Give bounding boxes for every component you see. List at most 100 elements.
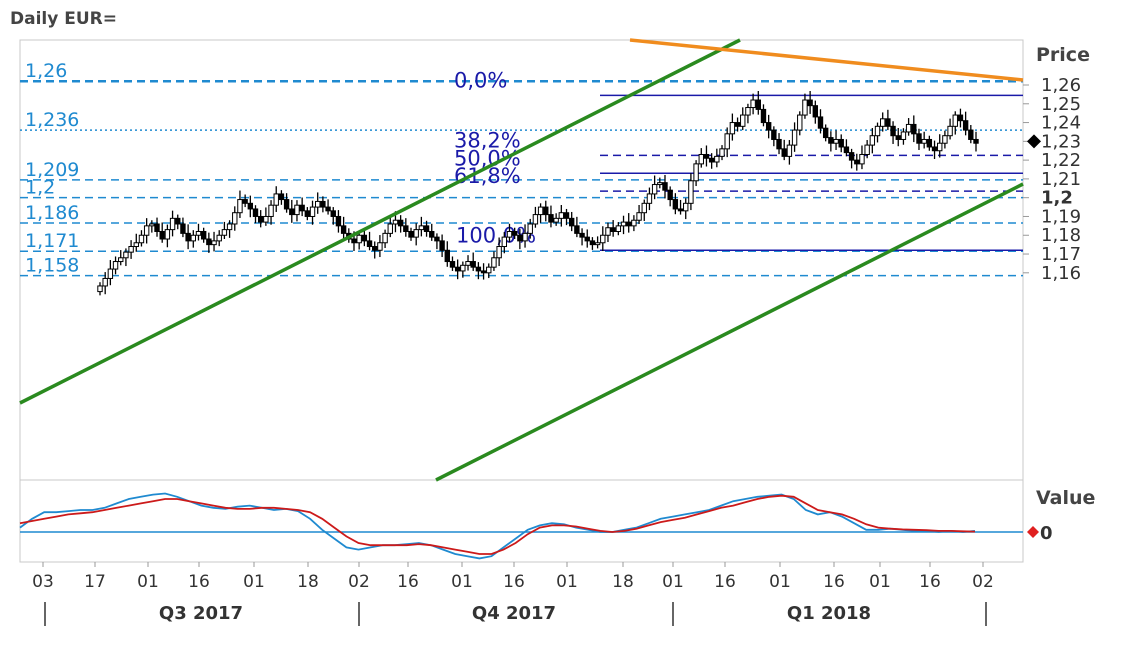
candle-body — [921, 138, 927, 144]
price-tick-label: 1,2 — [1041, 188, 1073, 209]
candle-body — [703, 153, 710, 159]
date-tick-label: 01 — [243, 572, 265, 592]
date-tick-label: 18 — [297, 572, 319, 592]
candle-body — [325, 206, 331, 212]
level-label: 1,186 — [25, 202, 79, 224]
candle-body — [636, 212, 642, 221]
level-label: 1,158 — [25, 255, 79, 277]
candle-body — [392, 219, 399, 225]
candle-body — [118, 257, 124, 263]
level-label: 1,209 — [25, 159, 79, 181]
candle-body — [491, 257, 497, 268]
candle-body — [511, 230, 518, 236]
candle-body — [397, 219, 404, 227]
candle-body — [320, 200, 326, 208]
candle-body — [802, 99, 808, 116]
candle-body — [195, 230, 202, 236]
candle-body — [745, 107, 751, 116]
date-tick-label: 01 — [662, 572, 684, 592]
candle-body — [615, 225, 622, 232]
candle-body — [268, 204, 274, 217]
candle-body — [600, 234, 606, 244]
candle-body — [294, 204, 300, 216]
candle-body — [693, 163, 699, 182]
candle-body — [247, 202, 254, 210]
candle-body — [667, 189, 673, 201]
candle-body — [797, 114, 803, 131]
candle-body — [143, 225, 150, 236]
price-tick-label: 1,23 — [1041, 131, 1081, 152]
trend-lines — [19, 38, 1024, 482]
price-tick-label: 1,26 — [1041, 75, 1081, 96]
candle-body — [128, 246, 134, 253]
candle-body — [221, 229, 228, 236]
candle-body — [330, 210, 336, 217]
candle-body — [937, 142, 943, 152]
candle-body — [517, 234, 523, 242]
candle-body — [895, 135, 901, 140]
candle-body — [558, 212, 565, 219]
indicator-panel-frame — [19, 479, 1024, 563]
price-axis-ticks: 1,261,251,241,231,221,211,21,191,181,171… — [1023, 75, 1081, 284]
candle-body — [112, 261, 119, 270]
candle-body — [729, 122, 736, 135]
level-label: 1,236 — [25, 109, 79, 131]
resistance-trend-line — [629, 38, 1024, 82]
candle-body — [216, 234, 222, 242]
candle-body — [97, 285, 103, 293]
candle-body — [252, 208, 259, 217]
candle-body — [377, 242, 383, 251]
candle-body — [869, 135, 876, 146]
candle-body — [138, 234, 145, 244]
candle-body — [812, 105, 819, 118]
candle-body — [299, 204, 305, 212]
candle-body — [828, 137, 834, 144]
candle-body — [911, 123, 917, 135]
price-tick-label: 1,17 — [1041, 244, 1081, 265]
candle-body — [890, 125, 896, 137]
candle-body — [372, 246, 378, 251]
candle-body — [574, 225, 580, 234]
candle-body — [594, 242, 601, 246]
candle-body — [641, 202, 647, 214]
candle-body — [698, 153, 704, 165]
date-tick-label: 01 — [556, 572, 578, 592]
candle-body — [589, 240, 596, 246]
candle-body — [724, 133, 730, 150]
current-price-marker — [1027, 134, 1041, 149]
candle-body — [444, 249, 450, 263]
candle-body — [486, 266, 492, 274]
candle-body — [289, 208, 295, 216]
candle-body — [154, 223, 160, 232]
candle-body — [429, 230, 435, 238]
candle-body — [133, 242, 139, 248]
date-tick-label: 02 — [348, 572, 370, 592]
candle-body — [859, 153, 865, 165]
chart-title: Daily EUR= — [10, 9, 117, 29]
candle-body — [817, 116, 824, 129]
candle-body — [211, 240, 217, 246]
indicator-series-line — [19, 492, 976, 560]
candle-body — [169, 217, 176, 231]
candle-body — [957, 114, 964, 122]
candle-body — [226, 223, 233, 231]
candle-body — [408, 230, 414, 238]
candle-body — [460, 264, 466, 272]
price-tick-label: 1,18 — [1041, 225, 1081, 246]
indicator-lines: 0 — [19, 492, 1053, 560]
candle-body — [786, 144, 793, 157]
price-candles — [97, 91, 979, 296]
candle-body — [413, 229, 419, 238]
fibonacci-levels: 0,0%38,2%50,0%61,8%100,0% — [454, 68, 1023, 252]
candle-body — [242, 199, 248, 204]
candle-body — [480, 270, 487, 274]
candle-body — [579, 232, 585, 238]
candle-body — [719, 148, 725, 157]
candle-body — [123, 251, 129, 259]
candle-body — [677, 208, 684, 212]
candle-body — [506, 230, 513, 238]
candle-body — [335, 215, 342, 227]
candle-body — [475, 266, 482, 272]
date-tick-label: 03 — [32, 572, 54, 592]
